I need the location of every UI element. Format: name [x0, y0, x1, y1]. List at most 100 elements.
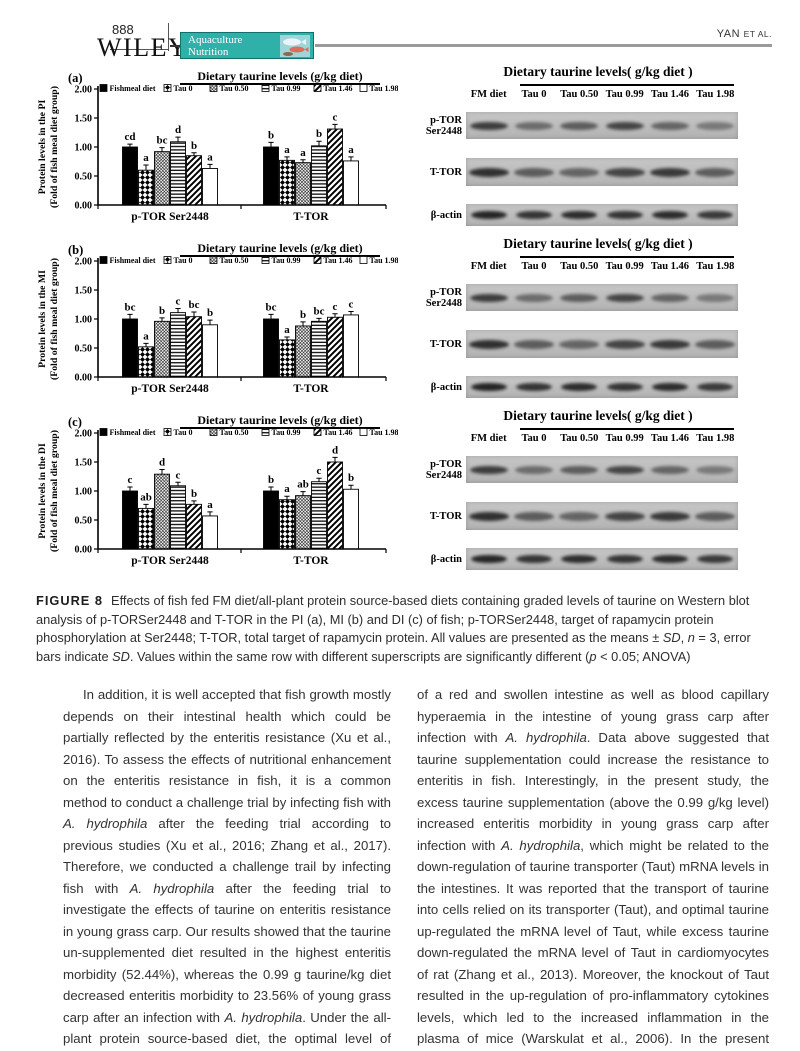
- sig-letter: ab: [297, 479, 309, 491]
- protein-band: [651, 465, 689, 474]
- error-bar: [316, 317, 322, 322]
- sig-letter: a: [284, 483, 290, 495]
- blot-strip: [466, 204, 738, 226]
- x-category-label: p-TOR Ser2448: [131, 555, 209, 567]
- blot-strip: [466, 376, 738, 398]
- protein-band: [697, 211, 734, 219]
- blot-row-label: T-TOR: [429, 338, 462, 350]
- bar: [138, 346, 154, 378]
- figure-caption-label: FIGURE 8: [36, 593, 104, 608]
- sig-letter: a: [284, 144, 290, 156]
- blot-strip: [466, 548, 738, 570]
- bar: [186, 503, 202, 550]
- text-segment: A. hydrophila: [505, 730, 587, 746]
- protein-band: [560, 121, 599, 130]
- protein-band: [470, 211, 507, 219]
- protein-band: [560, 293, 599, 302]
- legend-swatch: [209, 428, 218, 436]
- error-bar: [207, 319, 213, 325]
- blot-strip: [466, 330, 738, 358]
- protein-band: [515, 121, 553, 130]
- error-bar: [316, 140, 322, 146]
- lane-label: Tau 0.99: [605, 89, 644, 100]
- bar: [138, 507, 154, 550]
- legend-label: Tau 0.99: [272, 84, 301, 93]
- lane-label: Tau 0: [521, 433, 547, 444]
- sig-letter: b: [316, 128, 322, 140]
- error-bar: [175, 308, 181, 313]
- running-head-etal: ET AL.: [743, 29, 772, 39]
- sig-letter: b: [348, 472, 354, 484]
- y-axis-label2: (Fold of fish meal diet group): [49, 258, 60, 380]
- blot-title: Dietary taurine levels( g/kg diet ): [503, 64, 693, 79]
- sig-letter: a: [207, 151, 213, 163]
- protein-band: [697, 383, 734, 391]
- blot-title: Dietary taurine levels( g/kg diet ): [503, 236, 693, 251]
- error-bar: [284, 336, 290, 340]
- protein-band: [560, 465, 599, 474]
- protein-band: [652, 211, 688, 219]
- legend-swatch: [163, 256, 172, 264]
- text-segment: ,: [680, 630, 688, 646]
- protein-band: [696, 465, 735, 474]
- protein-band: [650, 167, 690, 177]
- y-axis-label: Protein levels in the DI: [37, 443, 48, 539]
- legend-swatch: [359, 428, 368, 436]
- lane-label: Tau 1.98: [696, 89, 735, 100]
- error-bar: [348, 310, 354, 315]
- protein-band: [514, 339, 554, 349]
- sig-letter: a: [143, 152, 149, 164]
- journal-name: Aquaculture Nutrition: [188, 33, 243, 58]
- protein-band: [561, 383, 598, 391]
- error-bar: [143, 342, 149, 347]
- legend-swatch: [99, 428, 108, 436]
- protein-band: [559, 339, 600, 349]
- y-axis-label2: (Fold of fish meal diet group): [49, 430, 60, 552]
- bar: [122, 490, 138, 550]
- sig-letter: a: [300, 147, 306, 159]
- bar: [279, 339, 295, 378]
- protein-band: [605, 121, 644, 130]
- y-tick-label: 0.50: [75, 171, 93, 182]
- error-bar: [332, 123, 338, 130]
- blot-strip: [466, 456, 738, 483]
- chart-title-underline: [180, 427, 380, 429]
- bar: [311, 145, 327, 206]
- error-bar: [268, 141, 274, 147]
- y-tick-label: 2.00: [75, 84, 93, 95]
- error-bar: [332, 313, 338, 318]
- x-category-label: T-TOR: [293, 383, 329, 395]
- text-segment: = 3, error bars indicate: [36, 630, 751, 664]
- protein-band: [652, 383, 688, 391]
- blot-strip: [466, 158, 738, 186]
- y-tick-label: 2.00: [75, 256, 93, 267]
- sig-letter: b: [191, 488, 197, 500]
- protein-band: [696, 121, 735, 130]
- legend-label: Tau 1.98: [370, 256, 399, 265]
- error-bar: [159, 317, 165, 322]
- bar: [138, 169, 154, 206]
- y-tick-label: 1.00: [75, 142, 93, 153]
- legend-label: Tau 0.99: [272, 256, 301, 265]
- panel-label: (a): [68, 71, 83, 85]
- sig-letter: c: [333, 111, 338, 123]
- text-segment: A. hydrophila: [129, 880, 215, 896]
- text-segment: A. hydrophila: [224, 1009, 303, 1025]
- sig-letter: cd: [125, 131, 136, 143]
- y-tick-label: 0.50: [75, 515, 93, 526]
- bar-chart-mi: (b) Dietary taurine levels (g/kg diet) Fis…: [37, 242, 399, 395]
- bar: [279, 499, 295, 550]
- figure-caption-text: Effects of fish fed FM diet/all-plant pr…: [36, 593, 751, 664]
- legend-swatch: [163, 428, 172, 436]
- error-bar: [332, 456, 338, 462]
- blot-row-label: T-TOR: [429, 166, 462, 178]
- y-tick-label: 1.00: [75, 486, 93, 497]
- protein-band: [651, 293, 689, 302]
- bar: [186, 316, 202, 378]
- bar: [263, 146, 279, 206]
- chart-title-underline: [180, 255, 380, 257]
- sig-letter: a: [284, 324, 290, 336]
- legend-swatch: [99, 84, 108, 92]
- bar: [327, 316, 343, 378]
- sig-letter: a: [207, 499, 213, 511]
